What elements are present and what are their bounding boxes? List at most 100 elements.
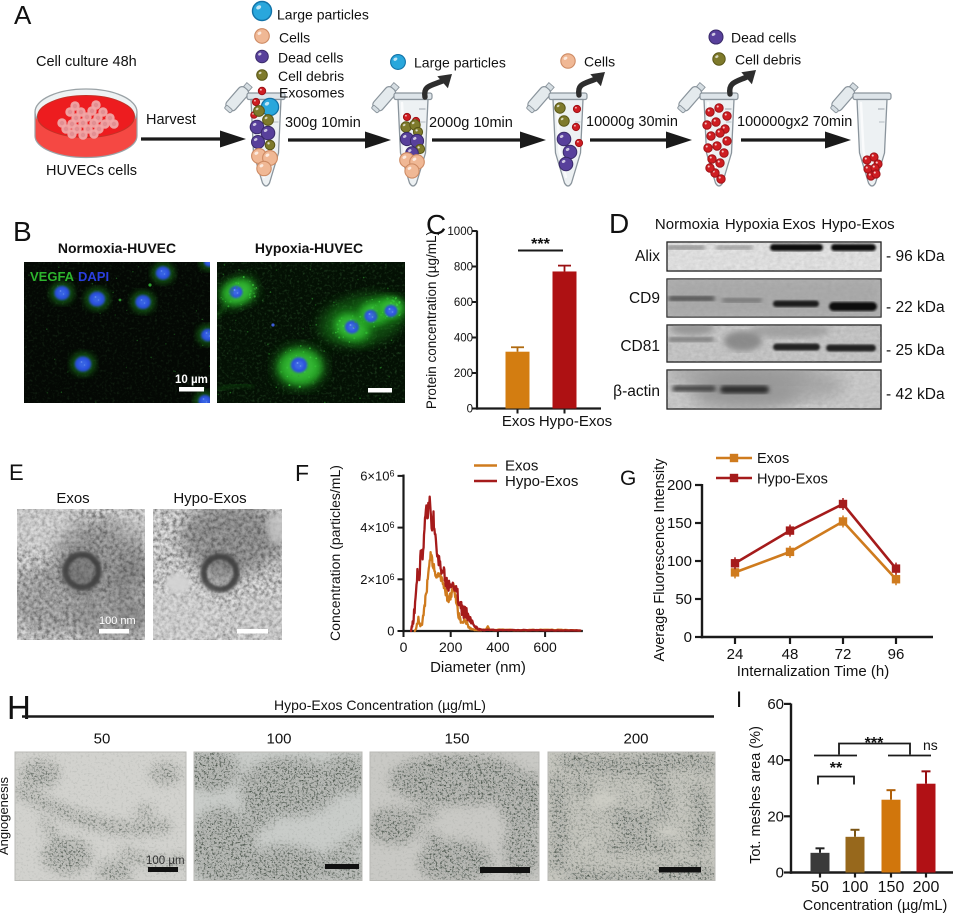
svg-text:100: 100 [667,553,692,570]
svg-text:0: 0 [684,629,692,646]
svg-text:***: *** [865,735,884,752]
svg-text:Hypo-Exos: Hypo-Exos [757,472,828,488]
svg-text:150: 150 [878,879,905,896]
svg-text:E: E [9,460,24,485]
svg-text:4×106: 4×106 [360,520,394,535]
svg-text:40: 40 [767,752,784,769]
svg-text:2×106: 2×106 [360,572,394,587]
svg-text:Exos: Exos [757,451,789,467]
svg-text:0: 0 [387,624,394,639]
svg-text:100 nm: 100 nm [99,615,136,627]
svg-text:Angiogenesis: Angiogenesis [0,776,11,855]
svg-text:100: 100 [842,879,869,896]
svg-text:100 µm: 100 µm [146,855,185,867]
svg-text:100: 100 [266,731,291,748]
svg-text:Exos: Exos [505,458,538,475]
svg-text:β-actin: β-actin [613,383,660,400]
svg-text:Cells: Cells [584,54,615,70]
svg-text:Hypoxia: Hypoxia [725,216,780,233]
svg-text:Exos: Exos [56,490,89,507]
svg-text:10 µm: 10 µm [175,374,208,386]
svg-text:Internalization Time (h): Internalization Time (h) [737,663,890,680]
svg-text:**: ** [830,760,843,777]
svg-text:1000: 1000 [447,226,473,238]
svg-text:G: G [620,467,636,490]
svg-text:20: 20 [767,808,784,825]
svg-text:24: 24 [727,646,744,663]
svg-text:F: F [295,460,309,486]
svg-text:Protein concentration (µg/mL): Protein concentration (µg/mL) [424,231,439,409]
svg-text:C: C [426,209,446,240]
svg-text:H: H [7,689,31,726]
svg-text:Concentration (µg/mL): Concentration (µg/mL) [803,898,948,914]
svg-text:Harvest: Harvest [146,112,196,128]
svg-text:0: 0 [467,404,473,416]
svg-text:200: 200 [667,477,692,494]
svg-text:800: 800 [454,262,473,274]
svg-text:Normoxia: Normoxia [655,216,720,233]
svg-text:0: 0 [776,865,784,882]
svg-text:Concentration (particles/mL): Concentration (particles/mL) [327,465,343,641]
svg-text:200: 200 [439,639,463,655]
svg-text:Hypo-Exos: Hypo-Exos [173,490,246,507]
svg-text:600: 600 [533,639,557,655]
svg-text:D: D [609,208,629,239]
svg-text:HUVECs cells: HUVECs cells [46,163,137,179]
svg-text:- 25 kDa: - 25 kDa [886,342,945,359]
svg-text:Hypo-Exos: Hypo-Exos [539,413,612,430]
svg-text:CD81: CD81 [620,338,660,355]
svg-text:***: *** [531,236,550,253]
svg-text:- 96 kDa: - 96 kDa [886,248,945,265]
svg-text:72: 72 [835,646,852,663]
svg-text:6×106: 6×106 [360,468,394,483]
svg-text:Diameter (nm): Diameter (nm) [430,659,526,676]
svg-text:400: 400 [454,333,473,345]
svg-text:Tot. meshes area (%): Tot. meshes area (%) [748,726,764,864]
svg-text:Hypo-Exos Concentration (µg/mL: Hypo-Exos Concentration (µg/mL) [274,697,486,713]
svg-text:48: 48 [782,646,799,663]
svg-text:Cell debris: Cell debris [735,52,801,68]
svg-text:200: 200 [623,731,648,748]
svg-text:Exos: Exos [502,413,535,430]
svg-text:Alix: Alix [635,248,660,265]
svg-text:Cell debris: Cell debris [278,68,344,84]
svg-text:50: 50 [94,731,111,748]
svg-text:Hypoxia-HUVEC: Hypoxia-HUVEC [255,240,363,256]
svg-text:60: 60 [767,696,784,713]
svg-text:A: A [14,0,32,30]
svg-text:Cell culture 48h: Cell culture 48h [36,54,137,70]
svg-text:Exosomes: Exosomes [279,85,344,101]
svg-text:Normoxia-HUVEC: Normoxia-HUVEC [58,240,176,256]
svg-text:10000g 30min: 10000g 30min [586,114,678,130]
svg-text:CD9: CD9 [629,290,660,307]
svg-text:100000gx2 70min: 100000gx2 70min [737,114,852,130]
svg-text:300g 10min: 300g 10min [285,115,361,131]
svg-text:150: 150 [667,515,692,532]
svg-text:200: 200 [454,368,473,380]
svg-text:2000g 10min: 2000g 10min [429,115,513,131]
svg-text:I: I [736,687,742,712]
svg-text:Large particles: Large particles [414,55,506,71]
svg-text:Dead cells: Dead cells [278,50,343,66]
svg-text:96: 96 [888,646,905,663]
svg-text:50: 50 [811,879,829,896]
svg-text:Large particles: Large particles [277,7,369,23]
svg-text:Exos: Exos [782,216,815,233]
svg-text:200: 200 [913,879,940,896]
svg-text:Hypo-Exos: Hypo-Exos [821,216,894,233]
svg-text:Dead cells: Dead cells [731,30,796,46]
svg-text:Cells: Cells [279,30,310,46]
svg-text:VEGFA: VEGFA [30,269,75,284]
svg-text:DAPI: DAPI [78,269,109,284]
svg-text:Hypo-Exos: Hypo-Exos [505,473,578,490]
svg-text:600: 600 [454,297,473,309]
svg-text:150: 150 [444,731,469,748]
svg-text:400: 400 [486,639,510,655]
svg-text:ns: ns [923,737,938,753]
svg-text:Average Fluorescence Intensity: Average Fluorescence Intensity [652,458,668,662]
svg-text:0: 0 [400,639,408,655]
svg-text:- 22 kDa: - 22 kDa [886,299,945,316]
svg-text:B: B [13,216,32,247]
svg-text:- 42 kDa: - 42 kDa [886,386,945,403]
svg-text:50: 50 [675,591,692,608]
